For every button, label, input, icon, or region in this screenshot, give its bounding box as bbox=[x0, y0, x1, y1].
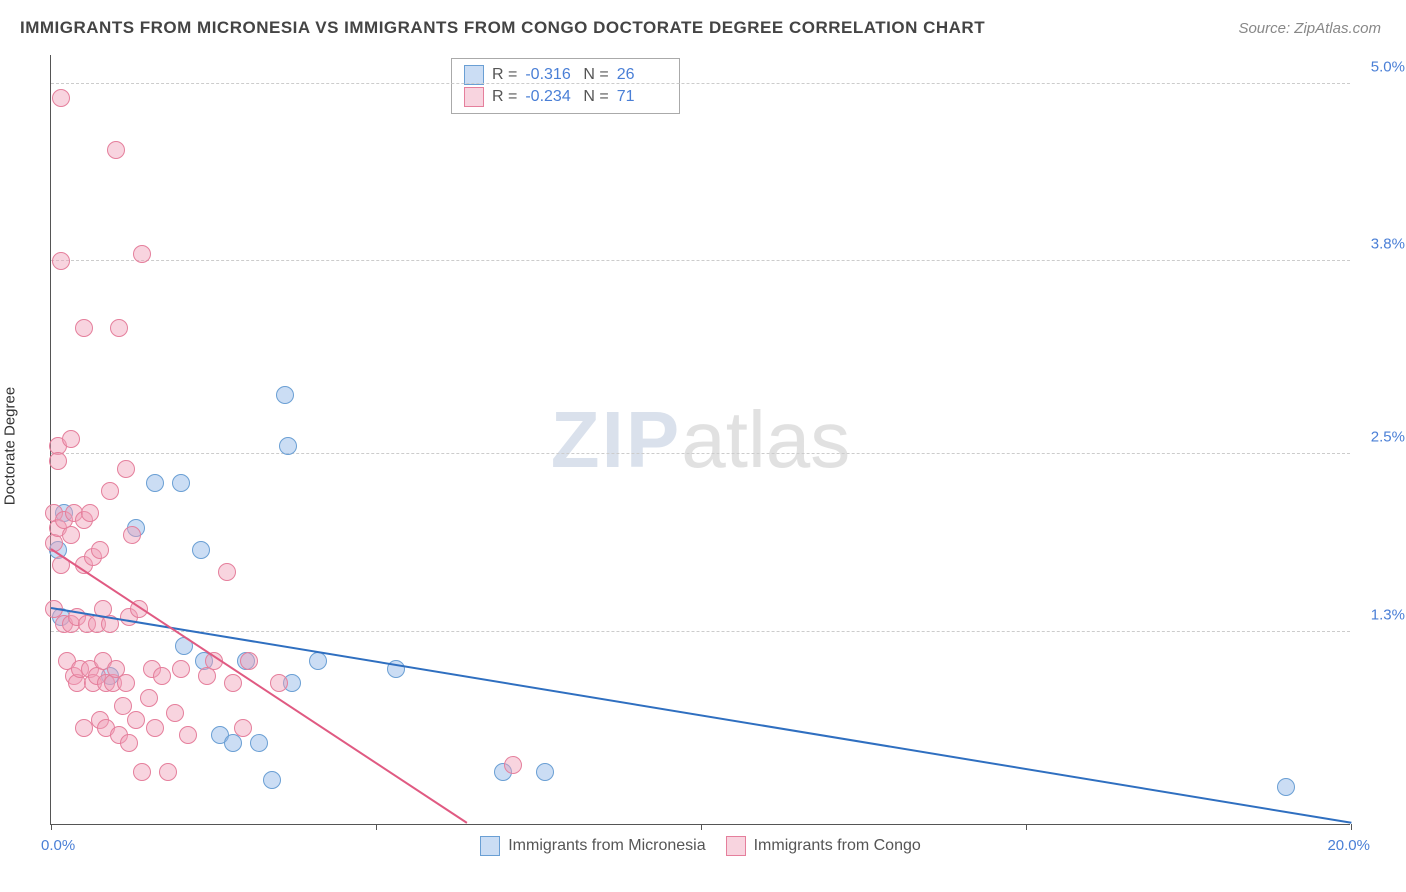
data-point bbox=[276, 386, 294, 404]
swatch-series-2 bbox=[464, 87, 484, 107]
data-point bbox=[279, 437, 297, 455]
x-tick-mark bbox=[376, 824, 377, 830]
watermark-atlas: atlas bbox=[681, 395, 850, 484]
data-point bbox=[536, 763, 554, 781]
data-point bbox=[263, 771, 281, 789]
stats-row-series-2: R = -0.234 N = 71 bbox=[464, 87, 667, 107]
n-value-2: 71 bbox=[617, 88, 667, 106]
r-label: R = bbox=[492, 88, 517, 106]
legend: Immigrants from Micronesia Immigrants fr… bbox=[51, 836, 1350, 856]
data-point bbox=[110, 319, 128, 337]
y-tick-label: 5.0% bbox=[1355, 58, 1405, 75]
x-tick-mark bbox=[1026, 824, 1027, 830]
y-tick-label: 2.5% bbox=[1355, 428, 1405, 445]
r-value-2: -0.234 bbox=[525, 88, 575, 106]
r-label: R = bbox=[492, 66, 517, 84]
n-value-1: 26 bbox=[617, 66, 667, 84]
data-point bbox=[123, 526, 141, 544]
watermark: ZIPatlas bbox=[551, 394, 850, 486]
data-point bbox=[120, 734, 138, 752]
x-tick-mark bbox=[701, 824, 702, 830]
r-value-1: -0.316 bbox=[525, 66, 575, 84]
data-point bbox=[179, 726, 197, 744]
data-point bbox=[52, 252, 70, 270]
data-point bbox=[172, 660, 190, 678]
data-point bbox=[504, 756, 522, 774]
x-tick-mark bbox=[1351, 824, 1352, 830]
gridline bbox=[51, 83, 1350, 84]
data-point bbox=[224, 674, 242, 692]
data-point bbox=[91, 541, 109, 559]
data-point bbox=[218, 563, 236, 581]
data-point bbox=[250, 734, 268, 752]
data-point bbox=[62, 430, 80, 448]
data-point bbox=[153, 667, 171, 685]
data-point bbox=[270, 674, 288, 692]
legend-swatch-1 bbox=[480, 836, 500, 856]
data-point bbox=[75, 319, 93, 337]
watermark-zip: ZIP bbox=[551, 395, 681, 484]
n-label: N = bbox=[583, 88, 608, 106]
y-tick-label: 1.3% bbox=[1355, 606, 1405, 623]
data-point bbox=[101, 482, 119, 500]
data-point bbox=[52, 89, 70, 107]
data-point bbox=[81, 504, 99, 522]
data-point bbox=[107, 141, 125, 159]
legend-item-2: Immigrants from Congo bbox=[726, 836, 921, 856]
y-tick-label: 3.8% bbox=[1355, 236, 1405, 253]
legend-label-2: Immigrants from Congo bbox=[754, 837, 921, 855]
legend-swatch-2 bbox=[726, 836, 746, 856]
data-point bbox=[240, 652, 258, 670]
data-point bbox=[117, 674, 135, 692]
data-point bbox=[1277, 778, 1295, 796]
y-axis-label: Doctorate Degree bbox=[2, 387, 19, 505]
gridline bbox=[51, 631, 1350, 632]
data-point bbox=[49, 452, 67, 470]
data-point bbox=[146, 719, 164, 737]
legend-label-1: Immigrants from Micronesia bbox=[508, 837, 705, 855]
data-point bbox=[309, 652, 327, 670]
n-label: N = bbox=[583, 66, 608, 84]
correlation-stats-box: R = -0.316 N = 26 R = -0.234 N = 71 bbox=[451, 58, 680, 114]
data-point bbox=[172, 474, 190, 492]
trend-line bbox=[51, 607, 1351, 824]
data-point bbox=[234, 719, 252, 737]
data-point bbox=[133, 763, 151, 781]
data-point bbox=[159, 763, 177, 781]
data-point bbox=[192, 541, 210, 559]
data-point bbox=[62, 526, 80, 544]
source-label: Source: ZipAtlas.com bbox=[1238, 20, 1381, 37]
chart-title: IMMIGRANTS FROM MICRONESIA VS IMMIGRANTS… bbox=[20, 18, 985, 38]
data-point bbox=[140, 689, 158, 707]
data-point bbox=[114, 697, 132, 715]
data-point bbox=[166, 704, 184, 722]
x-tick-mark bbox=[51, 824, 52, 830]
scatter-plot-area: ZIPatlas R = -0.316 N = 26 R = -0.234 N … bbox=[50, 55, 1350, 825]
data-point bbox=[133, 245, 151, 263]
data-point bbox=[117, 460, 135, 478]
legend-item-1: Immigrants from Micronesia bbox=[480, 836, 705, 856]
gridline bbox=[51, 453, 1350, 454]
data-point bbox=[127, 711, 145, 729]
data-point bbox=[75, 719, 93, 737]
data-point bbox=[146, 474, 164, 492]
gridline bbox=[51, 260, 1350, 261]
